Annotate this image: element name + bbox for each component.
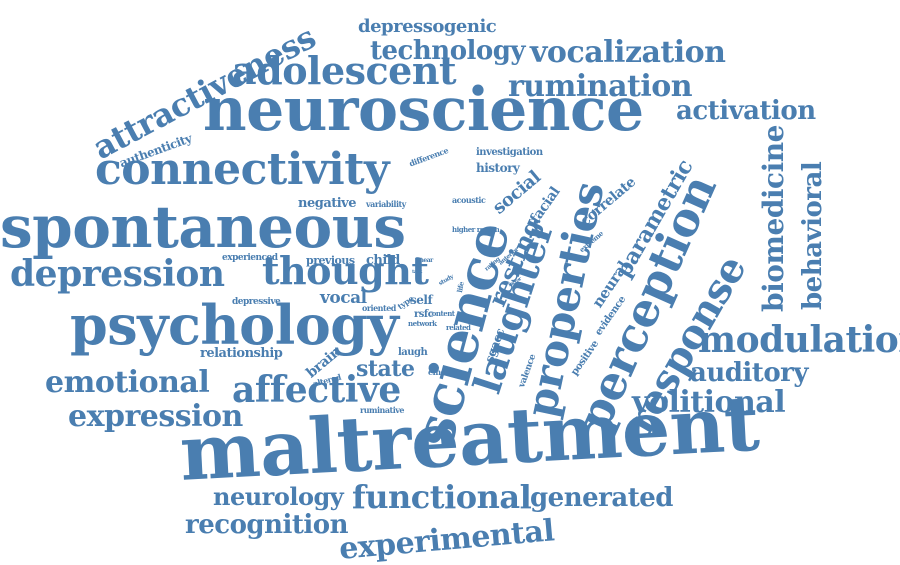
word-expression: expression bbox=[68, 399, 243, 434]
word-state: state bbox=[356, 356, 415, 382]
word-relationship: relationship bbox=[200, 346, 283, 361]
word-laugh: laugh bbox=[398, 347, 428, 358]
word-generated: generated bbox=[530, 483, 673, 513]
word-investigation: investigation bbox=[476, 147, 543, 158]
word-experienced: experienced bbox=[222, 253, 278, 263]
word-emotional: emotional bbox=[45, 365, 210, 400]
word-ruminative: ruminative bbox=[360, 405, 405, 415]
word-modulation: modulation bbox=[698, 319, 900, 361]
word-vocal: vocal bbox=[320, 288, 367, 308]
word-psychology: psychology bbox=[70, 293, 399, 357]
word-technology: technology bbox=[370, 36, 526, 66]
word-variability: variability bbox=[366, 199, 406, 209]
word-negative: negative bbox=[298, 196, 357, 211]
word-depression: depression bbox=[10, 253, 225, 295]
word-spontaneous: spontaneous bbox=[0, 193, 406, 261]
word-adolescent: adolescent bbox=[232, 48, 457, 93]
word-difference: difference bbox=[407, 145, 450, 169]
word-network: network bbox=[408, 319, 437, 328]
word-self: self bbox=[410, 293, 433, 307]
word-life: life bbox=[455, 281, 466, 294]
word-biomedicine: biomedicine bbox=[757, 125, 790, 312]
word-auditory: auditory bbox=[690, 358, 808, 388]
word-functional: functional bbox=[352, 478, 532, 516]
word-history: history bbox=[476, 161, 520, 175]
word-emotion: emotion bbox=[428, 367, 462, 377]
word-task: task bbox=[412, 269, 422, 275]
word-rsfc: rsfc bbox=[414, 309, 434, 320]
word-neurology: neurology bbox=[213, 482, 344, 511]
word-child: child bbox=[366, 253, 400, 268]
word-recognition: recognition bbox=[185, 510, 349, 540]
word-previous: previous bbox=[306, 254, 355, 267]
word-type: type bbox=[395, 293, 416, 312]
word-behavioral: behavioral bbox=[798, 161, 828, 310]
word-activation: activation bbox=[676, 96, 816, 126]
word-volitional: volitional bbox=[632, 385, 786, 420]
word-experimental: experimental bbox=[337, 513, 556, 565]
word-rumination: rumination bbox=[508, 69, 693, 104]
word-linear: linear bbox=[416, 257, 433, 264]
word-neuroscience: neuroscience bbox=[203, 75, 644, 145]
word-content: content bbox=[428, 309, 455, 318]
word-thought: thought bbox=[262, 248, 429, 293]
word-depressive: depressive bbox=[232, 297, 281, 307]
word-affective: affective bbox=[232, 369, 401, 411]
word-connectivity: connectivity bbox=[95, 144, 390, 195]
word-related: related bbox=[446, 323, 471, 332]
word-higher-region: higher region bbox=[452, 225, 500, 234]
word-acoustic: acoustic bbox=[452, 195, 486, 205]
word-vocalization: vocalization bbox=[530, 35, 726, 70]
word-oriented: oriented bbox=[362, 303, 396, 313]
word-depressogenic: depressogenic bbox=[358, 16, 497, 37]
